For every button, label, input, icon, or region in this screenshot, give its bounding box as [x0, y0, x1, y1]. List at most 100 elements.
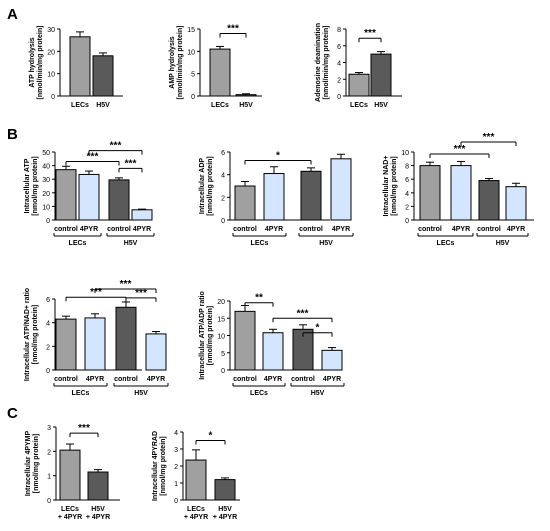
sig-label: * [209, 431, 213, 442]
sig-label: *** [364, 28, 376, 39]
x-tick-label: control [54, 376, 78, 383]
y-tick-label: 30 [47, 27, 55, 34]
y-tick-label: 0 [46, 218, 50, 225]
y-tick-label: 0 [405, 218, 409, 225]
x-tick-label: control [107, 226, 131, 233]
x-tick-label: LECs [187, 506, 205, 513]
sig-label: * [276, 151, 280, 162]
bar-a3-0 [348, 73, 370, 97]
panel-label-a: A [7, 6, 18, 23]
group-label: LECs [69, 240, 87, 247]
sig-label: * [316, 323, 320, 334]
y-tick-label: 6 [46, 297, 50, 304]
y-tick-label: 2 [47, 449, 51, 456]
y-tick-label: 1 [47, 474, 51, 481]
sig-label: *** [483, 132, 495, 143]
y-tick-label: 2 [174, 464, 178, 471]
group-label: LECs [72, 390, 90, 397]
y-axis-label: Adenosine deamination [315, 23, 322, 102]
y-tick-label: 0 [174, 498, 178, 505]
x-tick-label: 4PYR [147, 376, 165, 383]
bar-b4-2 [115, 306, 137, 371]
bar-c1-0 [59, 449, 81, 501]
x-tick-label: H5V [96, 102, 110, 109]
x-tick-label: + 4PYR [184, 514, 208, 521]
y-tick-label: 0 [47, 498, 51, 505]
y-axis-label: [nmol/min/mg protein] [37, 26, 44, 100]
bar-b4-3 [145, 333, 167, 371]
bar-a2-1 [235, 94, 257, 97]
x-tick-label: control [291, 376, 315, 383]
y-tick-label: 20 [42, 191, 50, 198]
bar-b2-2 [300, 170, 322, 221]
chart-a2: 0 5 10 15 AMP hydrolysis [nmol/min/mg protein… [169, 23, 262, 109]
chart-a3: 0 2 4 6 8 Adenosine deamination [nmol/min/mg p… [315, 23, 402, 109]
y-axis-label: Intracellular 4PYMP [25, 430, 32, 496]
bar-b3-3 [505, 186, 527, 221]
y-axis-label: [nmol/min/mg protein] [323, 26, 330, 100]
bar-b2-1 [263, 173, 285, 221]
group-label: H5V [134, 390, 148, 397]
chart-b3: 0 2 4 6 8 10 Intracellular NAD+ [nmol/mg protei… [383, 132, 534, 247]
y-tick-label: 10 [187, 49, 195, 56]
x-tick-label: + 4PYR [86, 514, 110, 521]
y-axis-label: Intracellular ATP [24, 158, 31, 213]
x-tick-label: control [299, 226, 323, 233]
x-tick-label: H5V [239, 102, 253, 109]
y-tick-label: 4 [337, 61, 341, 68]
y-tick-label: 0 [337, 94, 341, 101]
y-tick-label: 8 [405, 164, 409, 171]
y-axis-label: ATP hydrolysis [29, 37, 36, 87]
x-tick-label: 4PYR [264, 376, 282, 383]
chart-c2: 0 1 2 3 4 Intracellular 4PYRAD [nmol/mg protei… [152, 430, 240, 521]
y-tick-label: 1 [174, 481, 178, 488]
y-tick-label: 0 [191, 94, 195, 101]
x-tick-label: 4PYR [133, 226, 151, 233]
sig-label: *** [120, 279, 132, 290]
sig-label: *** [78, 423, 90, 434]
sig-label: *** [227, 23, 239, 34]
sig-label: *** [454, 144, 466, 155]
y-axis-label: [nmol/mg protein] [207, 156, 214, 216]
y-tick-label: 5 [221, 351, 225, 358]
y-tick-label: 4 [221, 173, 225, 180]
y-axis-label: [nmol/mg protein] [207, 306, 214, 366]
chart-b5: 0 5 10 15 20 Intracellular ATP/ADP ratio [nmol… [199, 291, 345, 397]
y-axis-label: [nmol/mg protein] [32, 156, 39, 216]
x-tick-label: LECs [61, 506, 79, 513]
bar-b2-3 [330, 158, 352, 221]
bar-c2-1 [214, 479, 236, 501]
panel-label-b: B [7, 126, 18, 143]
x-tick-label: + 4PYR [213, 514, 237, 521]
bar-b1-2 [108, 179, 130, 221]
bar-a3-1 [370, 53, 392, 97]
y-tick-label: 2 [221, 195, 225, 202]
chart-b2: 0 2 4 6 Intracellular ADP [nmol/mg protein] co… [199, 150, 354, 247]
y-tick-label: 10 [217, 334, 225, 341]
x-tick-label: 4PYR [265, 226, 283, 233]
panel-label-c: C [7, 405, 18, 422]
y-axis-label: Intracellular ADP [199, 158, 206, 214]
y-tick-label: 0 [221, 368, 225, 375]
y-tick-label: 2 [405, 204, 409, 211]
x-tick-label: control [477, 226, 501, 233]
bar-a1-0 [69, 36, 91, 97]
sig-label: *** [297, 308, 309, 319]
y-tick-label: 2 [46, 344, 50, 351]
x-tick-label: 4PYR [507, 226, 525, 233]
bar-b4-1 [84, 317, 106, 371]
y-tick-label: 20 [47, 49, 55, 56]
x-tick-label: LECs [350, 102, 368, 109]
y-tick-label: 8 [337, 27, 341, 34]
bar-a1-1 [92, 55, 114, 97]
y-axis-label: Intracellular NAD+ [383, 156, 390, 217]
bar-b3-2 [478, 180, 500, 221]
x-tick-label: 4PYR [332, 226, 350, 233]
chart-b4: 0 2 4 6 Intracellular ATP/NAD+ ratio [nmol/mg… [24, 279, 169, 397]
y-tick-label: 20 [217, 299, 225, 306]
x-tick-label: control [54, 226, 78, 233]
sig-label: *** [110, 141, 122, 152]
y-tick-label: 4 [405, 191, 409, 198]
y-tick-label: 15 [217, 316, 225, 323]
